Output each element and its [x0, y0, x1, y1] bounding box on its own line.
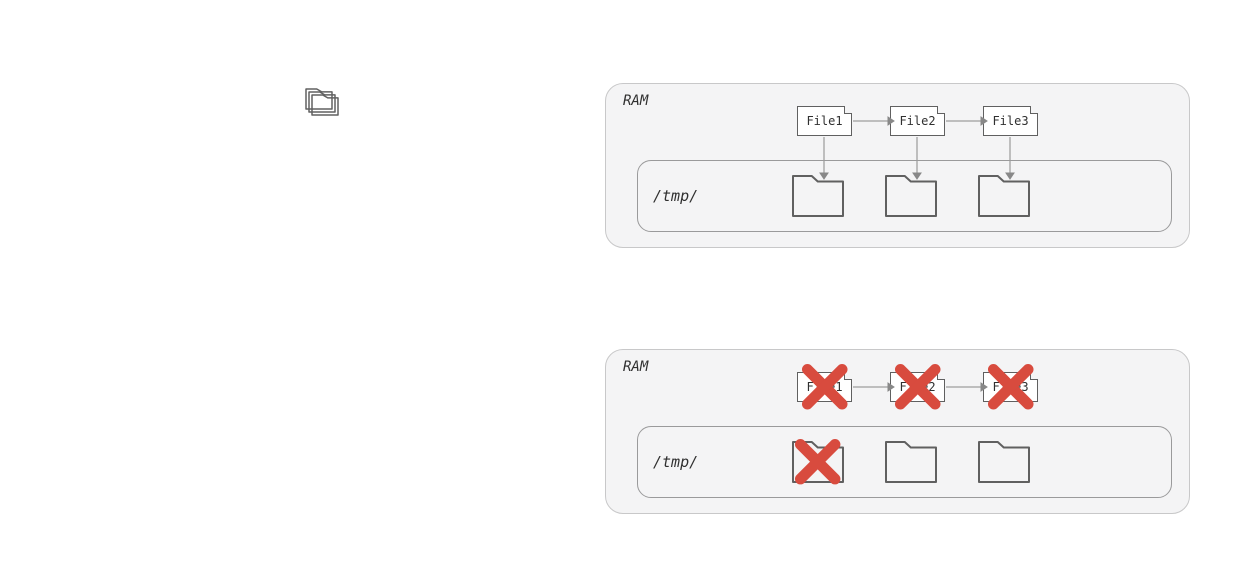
arrow-right-icon: [946, 115, 989, 127]
arrow-right-icon: [946, 381, 989, 393]
file-corner-icon: [844, 106, 852, 114]
file-box: File3: [983, 106, 1038, 136]
folder-icon: [792, 441, 844, 483]
file-box: File2: [890, 372, 945, 402]
folder-icon: [885, 441, 937, 483]
file-corner-icon: [1030, 106, 1038, 114]
file-corner-icon: [1030, 372, 1038, 380]
arrow-right-icon: [853, 381, 896, 393]
ram-label: RAM: [623, 93, 648, 109]
file-name: File2: [899, 380, 935, 394]
file-box: File1: [797, 106, 852, 136]
diagram-canvas: RAM File1 File2 File3/tmp/RAM File1 File2 File…: [0, 0, 1235, 562]
folder-icon: [885, 175, 937, 217]
folder-icon: [978, 441, 1030, 483]
file-corner-icon: [937, 106, 945, 114]
file-name: File2: [899, 114, 935, 128]
file-name: File1: [806, 380, 842, 394]
file-name: File1: [806, 114, 842, 128]
ram-label: RAM: [623, 359, 648, 375]
folder-icon: [978, 175, 1030, 217]
file-corner-icon: [937, 372, 945, 380]
file-box: File3: [983, 372, 1038, 402]
file-corner-icon: [844, 372, 852, 380]
folder-stack-icon: [305, 88, 341, 118]
folder-icon: [792, 175, 844, 217]
tmp-label: /tmp/: [653, 453, 698, 471]
file-box: File1: [797, 372, 852, 402]
arrow-right-icon: [853, 115, 896, 127]
file-name: File3: [992, 114, 1028, 128]
tmp-label: /tmp/: [653, 187, 698, 205]
file-name: File3: [992, 380, 1028, 394]
file-box: File2: [890, 106, 945, 136]
